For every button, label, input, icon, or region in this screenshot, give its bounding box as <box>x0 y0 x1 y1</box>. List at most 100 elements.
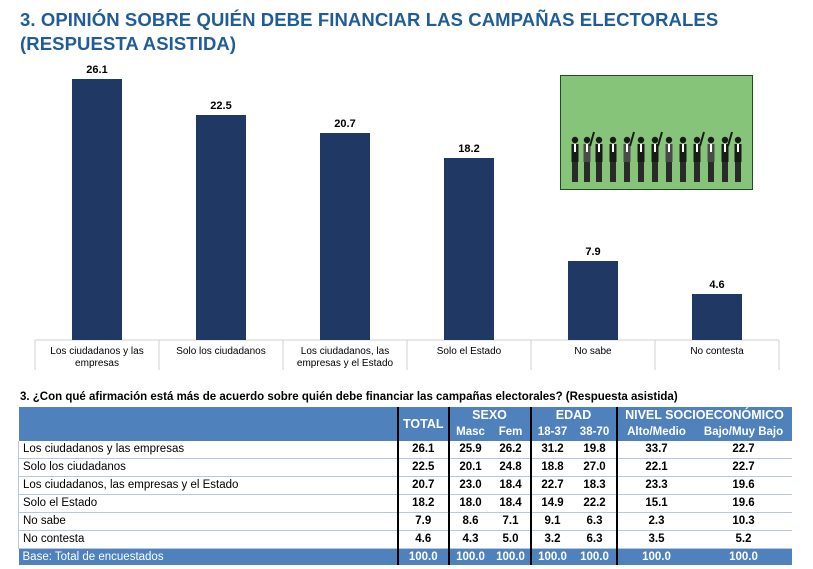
cell-total: 7.9 <box>397 512 450 531</box>
person-figure <box>679 136 687 182</box>
person-figure <box>707 136 715 182</box>
cell-fem: 24.8 <box>491 458 532 477</box>
header-alto-medio: Alto/Medio <box>616 424 696 441</box>
category-label: Solo los ciudadanos <box>176 346 266 357</box>
row-label: Los ciudadanos, las empresas y el Estado <box>18 476 398 495</box>
value-label: 26.1 <box>86 64 107 76</box>
cell-bajo: 19.6 <box>695 476 792 495</box>
person-figure <box>609 136 617 182</box>
person-figure <box>623 131 635 182</box>
bar <box>196 115 246 340</box>
cell-alto: 2.3 <box>616 512 696 531</box>
person-figure <box>637 136 645 182</box>
table-row: No contesta 4.6 4.3 5.0 3.2 6.3 3.5 5.2 <box>18 530 792 549</box>
header-bajo: Bajo/Muy Bajo <box>695 424 792 441</box>
cell-total: 20.7 <box>397 476 450 495</box>
cell-e1: 31.2 <box>530 441 574 459</box>
table-row: No sabe 7.9 8.6 7.1 9.1 6.3 2.3 10.3 <box>18 512 792 531</box>
base-total: 100.0 <box>397 548 450 565</box>
person-figure <box>721 131 733 182</box>
cell-bajo: 19.6 <box>695 494 792 513</box>
row-label: Solo los ciudadanos <box>18 458 398 477</box>
value-label: 22.5 <box>210 100 231 112</box>
cell-masc: 4.3 <box>448 530 492 549</box>
header-18-37: 18-37 <box>530 424 574 441</box>
page-title: 3. OPINIÓN SOBRE QUIÉN DEBE FINANCIAR LA… <box>20 8 780 56</box>
subtitle-line: (RESPUESTA ASISTIDA) <box>20 33 237 54</box>
cell-masc: 18.0 <box>448 494 492 513</box>
cell-e1: 3.2 <box>530 530 574 549</box>
category-label: empresas <box>75 358 119 369</box>
person-figure <box>595 136 603 182</box>
cell-e2: 27.0 <box>573 458 618 477</box>
cell-alto: 23.3 <box>616 476 696 495</box>
title-line: 3. OPINIÓN SOBRE QUIÉN DEBE FINANCIAR LA… <box>20 9 719 30</box>
cell-e1: 22.7 <box>530 476 574 495</box>
cell-total: 4.6 <box>397 530 450 549</box>
person-figure <box>571 136 579 182</box>
bar-chart: 26.1 22.5 20.7 18.2 7.9 4.6 Los ciudadanos y … <box>34 64 780 370</box>
bar <box>444 158 494 340</box>
cell-total: 26.1 <box>397 441 450 459</box>
cell-e1: 14.9 <box>530 494 574 513</box>
cell-e2: 22.2 <box>573 494 618 513</box>
base-alto-medio: 100.0 <box>616 548 696 565</box>
bar <box>692 294 742 340</box>
base-18-37: 100.0 <box>530 548 574 565</box>
cell-fem: 18.4 <box>491 494 532 513</box>
cell-bajo: 22.7 <box>695 441 792 459</box>
cell-fem: 26.2 <box>491 441 532 459</box>
cell-alto: 33.7 <box>616 441 696 459</box>
header-edad: EDAD <box>530 407 618 424</box>
bars <box>72 79 742 340</box>
cell-bajo: 22.7 <box>695 458 792 477</box>
cell-fem: 7.1 <box>491 512 532 531</box>
category-label: empresas y el Estado <box>297 358 394 369</box>
base-38-70: 100.0 <box>573 548 618 565</box>
table-row: Los ciudadanos y las empresas 26.1 25.9 26.… <box>18 441 792 459</box>
row-label: No contesta <box>18 530 398 549</box>
cell-e2: 6.3 <box>573 530 618 549</box>
bar <box>72 79 122 340</box>
business-people-group-icon <box>571 131 742 182</box>
header-nse: NIVEL SOCIOECONÓMICO <box>616 407 792 424</box>
value-label: 18.2 <box>458 143 479 155</box>
cell-alto: 22.1 <box>616 458 696 477</box>
cell-masc: 25.9 <box>448 441 492 459</box>
person-figure <box>651 131 663 182</box>
business-people-illustration <box>560 75 753 190</box>
base-label: Base: Total de encuestados <box>18 548 398 565</box>
cell-e2: 18.3 <box>573 476 618 495</box>
person-figure <box>665 136 673 182</box>
cell-e1: 18.8 <box>530 458 574 477</box>
base-fem: 100.0 <box>491 548 532 565</box>
header-blank-2 <box>18 424 398 441</box>
bar <box>568 261 618 340</box>
base-bajo: 100.0 <box>695 548 792 565</box>
cell-masc: 8.6 <box>448 512 492 531</box>
table-row: Solo los ciudadanos 22.5 20.1 24.8 18.8 27.0 2… <box>18 458 792 477</box>
person-figure <box>734 136 742 182</box>
header-38-70: 38-70 <box>573 424 618 441</box>
cell-masc: 20.1 <box>448 458 492 477</box>
header-masc: Masc <box>448 424 492 441</box>
header-blank <box>18 407 398 424</box>
row-label: Los ciudadanos y las empresas <box>18 441 398 459</box>
cell-bajo: 5.2 <box>695 530 792 549</box>
table-question: 3. ¿Con qué afirmación está más de acuer… <box>20 391 678 403</box>
header-fem: Fem <box>491 424 532 441</box>
cell-bajo: 10.3 <box>695 512 792 531</box>
value-label: 20.7 <box>334 118 355 130</box>
table-row: Solo el Estado 18.2 18.0 18.4 14.9 22.2 15.1 19… <box>18 494 792 513</box>
category-label: No contesta <box>690 346 744 357</box>
cell-e2: 6.3 <box>573 512 618 531</box>
person-figure <box>693 131 705 182</box>
category-label: No sabe <box>574 346 612 357</box>
base-masc: 100.0 <box>448 548 492 565</box>
row-label: Solo el Estado <box>18 494 398 513</box>
value-label: 7.9 <box>585 246 600 258</box>
row-label: No sabe <box>18 512 398 531</box>
cell-alto: 15.1 <box>616 494 696 513</box>
crosstab-table: TOTAL SEXO EDAD NIVEL SOCIOECONÓMICO Mas… <box>18 407 792 565</box>
